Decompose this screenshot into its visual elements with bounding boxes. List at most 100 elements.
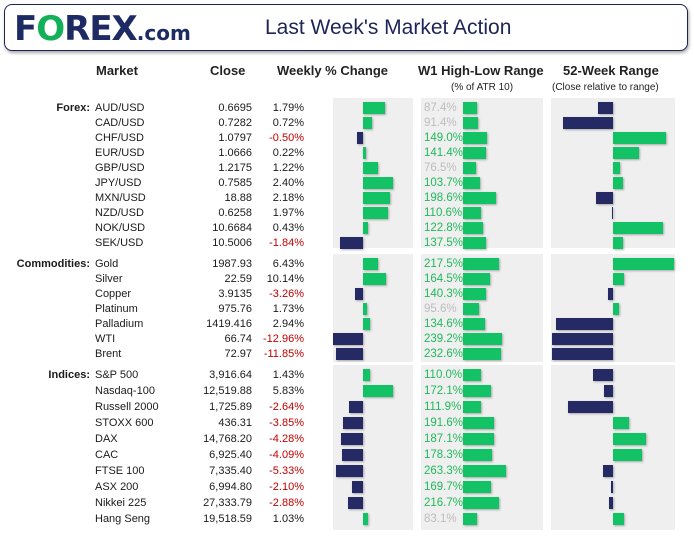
weekly-change-value: 5.83% (272, 385, 304, 397)
52-week-range-bar (613, 513, 624, 525)
w1-range-bar (463, 222, 484, 234)
weekly-change-bar (335, 465, 363, 477)
close-value: 1987.93 (212, 258, 252, 270)
close-value: 1.0797 (218, 132, 252, 144)
page-title: Last Week's Market Action (265, 16, 512, 39)
market-name: NOK/USD (95, 222, 146, 234)
weekly-change-value: 1.43% (272, 369, 304, 381)
market-name: S&P 500 (95, 369, 139, 381)
w1-range-value: 83.1% (424, 513, 457, 525)
weekly-change-bar (363, 222, 369, 234)
close-value: 12,519.88 (203, 385, 252, 397)
column-header-market: Market (96, 63, 138, 78)
w1-range-value: 263.3% (424, 465, 464, 477)
weekly-change-panel (333, 254, 413, 362)
weekly-change-bar (363, 117, 372, 129)
weekly-change-bar (363, 207, 388, 219)
weekly-change-bar (343, 417, 363, 429)
column-subheader-w1-range: (% of ATR 10) (451, 82, 514, 93)
market-name: Russell 2000 (95, 401, 159, 413)
weekly-change-bar (363, 303, 367, 315)
52-week-range-bar (562, 117, 613, 129)
market-name: JPY/USD (95, 177, 142, 189)
w1-range-bar (463, 147, 487, 159)
close-value: 18.88 (224, 192, 252, 204)
market-name: Silver (95, 273, 123, 285)
close-value: 0.6258 (218, 207, 252, 219)
w1-range-value: 191.6% (424, 417, 464, 429)
w1-range-value: 137.5% (424, 237, 464, 249)
weekly-change-value: 0.22% (272, 147, 304, 159)
w1-range-bar (463, 385, 492, 397)
52-week-range-bar (613, 237, 623, 249)
close-value: 0.7282 (218, 117, 252, 129)
column-subheader-52-week-range: (Close relative to range) (552, 82, 659, 93)
weekly-change-value: 1.97% (272, 207, 304, 219)
weekly-change-bar (356, 132, 363, 144)
weekly-change-bar (340, 237, 363, 249)
w1-range-value: 172.1% (424, 385, 464, 397)
w1-range-value: 217.5% (424, 258, 464, 270)
weekly-change-value: -3.26% (269, 288, 304, 300)
w1-range-bar (463, 318, 486, 330)
weekly-change-bar (363, 258, 378, 270)
w1-range-value: 169.7% (424, 481, 464, 493)
w1-range-value: 149.0% (424, 132, 464, 144)
weekly-change-bar (352, 481, 363, 493)
w1-range-bar (463, 513, 477, 525)
market-name: Nasdaq-100 (95, 385, 155, 397)
w1-range-bar (463, 401, 482, 413)
weekly-change-value: -12.96% (263, 333, 304, 345)
w1-range-bar (463, 207, 482, 219)
w1-range-value: 141.4% (424, 147, 464, 159)
close-value: 6,994.80 (209, 481, 252, 493)
market-name: MXN/USD (95, 192, 146, 204)
w1-range-value: 95.6% (424, 303, 457, 315)
52-week-range-bar (613, 222, 664, 234)
52-week-range-bar (613, 273, 624, 285)
w1-range-value: 198.6% (424, 192, 464, 204)
52-week-range-bar (556, 318, 613, 330)
weekly-change-value: -1.84% (269, 237, 304, 249)
column-header-52-week-range: 52-Week Range (563, 63, 659, 78)
w1-range-bar (463, 449, 493, 461)
w1-range-value: 216.7% (424, 497, 464, 509)
market-name: CAD/USD (95, 117, 145, 129)
52-week-range-bar (613, 132, 667, 144)
w1-range-bar (463, 303, 479, 315)
w1-range-bar (463, 333, 503, 345)
w1-range-value: 178.3% (424, 449, 464, 461)
weekly-change-bar (363, 273, 387, 285)
market-name: Gold (95, 258, 119, 270)
weekly-change-value: -2.88% (269, 497, 304, 509)
close-value: 0.7585 (218, 177, 252, 189)
weekly-change-value: -0.50% (269, 132, 304, 144)
w1-range-bar (463, 273, 490, 285)
market-name: Palladium (95, 318, 144, 330)
w1-range-bar (463, 417, 495, 429)
column-header-weekly-change: Weekly % Change (277, 63, 389, 78)
52-week-range-bar (613, 177, 623, 189)
52-week-range-bar (602, 465, 613, 477)
close-value: 3,916.64 (209, 369, 252, 381)
weekly-change-value: -11.85% (263, 348, 304, 360)
close-value: 10.6684 (212, 222, 252, 234)
w1-range-bar (463, 481, 491, 493)
weekly-change-bar (340, 433, 363, 445)
52-week-range-bar (613, 258, 674, 270)
w1-range-bar (463, 497, 499, 509)
market-name: NZD/USD (95, 207, 144, 219)
weekly-change-value: 0.72% (272, 117, 304, 129)
w1-range-value: 110.0% (424, 369, 463, 381)
weekly-change-bar (363, 147, 366, 159)
weekly-change-value: 1.79% (272, 102, 304, 114)
close-value: 14,768.20 (203, 433, 252, 445)
weekly-change-value: -2.64% (269, 401, 304, 413)
w1-range-value: 103.7% (424, 177, 464, 189)
52-week-range-bar (552, 348, 613, 360)
market-name: FTSE 100 (95, 465, 145, 477)
52-week-range-bar (613, 162, 621, 174)
close-value: 1.2175 (218, 162, 252, 174)
w1-range-bar (463, 117, 478, 129)
weekly-change-value: 2.94% (272, 318, 304, 330)
